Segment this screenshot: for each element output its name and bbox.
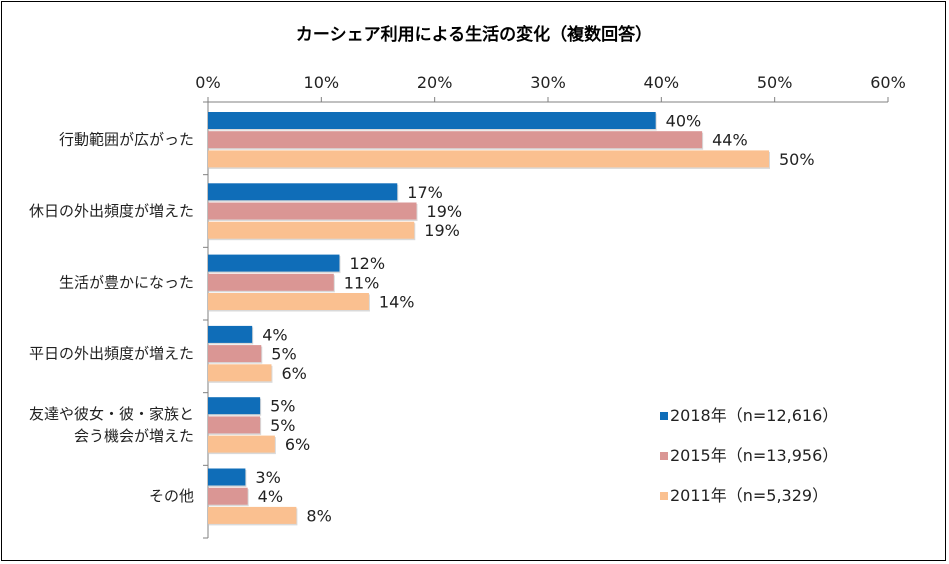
bar xyxy=(208,112,656,129)
legend-label: 2015年（n=13,956） xyxy=(670,446,838,465)
bar xyxy=(208,364,272,382)
value-label: 4% xyxy=(258,487,283,506)
x-tick-label: 50% xyxy=(757,73,793,92)
value-label: 14% xyxy=(379,293,415,312)
value-label: 8% xyxy=(306,506,331,525)
value-label: 5% xyxy=(271,345,296,364)
value-label: 5% xyxy=(270,397,295,416)
bar xyxy=(208,487,248,505)
category-label: 平日の外出頻度が増えた xyxy=(29,345,194,363)
legend-swatch xyxy=(660,452,668,460)
bar xyxy=(208,325,253,343)
bars xyxy=(208,112,770,526)
bar xyxy=(208,131,703,149)
value-label: 5% xyxy=(270,416,295,435)
bar xyxy=(208,183,398,201)
value-label: 4% xyxy=(262,325,287,344)
bar xyxy=(208,506,297,524)
bar xyxy=(208,397,261,415)
bar xyxy=(208,273,334,291)
legend: 2018年（n=12,616） 2015年（n=13,956） 2011年（n=5,… xyxy=(660,406,838,505)
bar xyxy=(208,293,369,310)
x-tick-label: 0% xyxy=(195,73,220,92)
bar xyxy=(208,435,275,453)
value-label: 11% xyxy=(344,273,380,292)
category-label: 休日の外出頻度が増えた xyxy=(29,202,194,220)
category-label: 会う機会が増えた xyxy=(74,427,194,445)
value-label: 6% xyxy=(281,364,306,383)
x-tick-label: 10% xyxy=(304,73,340,92)
legend-label: 2018年（n=12,616） xyxy=(670,406,838,425)
value-label: 19% xyxy=(427,202,463,221)
bar xyxy=(208,468,246,486)
chart-title: カーシェア利用による生活の変化（複数回答） xyxy=(296,24,652,45)
value-label: 40% xyxy=(666,112,702,131)
axes: 0% 10% 20% 30% 40% 50% 60% 行動範囲が広がった休日の外出頻度が増えた… xyxy=(29,73,906,539)
x-tick-label: 40% xyxy=(644,73,680,92)
bar xyxy=(208,254,340,272)
legend-swatch xyxy=(660,412,668,420)
bar xyxy=(208,202,417,220)
bar xyxy=(208,221,415,239)
value-label: 50% xyxy=(779,150,815,169)
bar xyxy=(208,150,769,168)
bar xyxy=(208,416,261,434)
bar xyxy=(208,345,262,363)
category-label: 友達や彼女・彼・家族と xyxy=(29,405,194,423)
x-tick-label: 60% xyxy=(870,73,906,92)
value-label: 19% xyxy=(424,221,460,240)
value-label: 12% xyxy=(349,254,385,273)
x-tick-label: 30% xyxy=(530,73,566,92)
value-label: 6% xyxy=(285,435,310,454)
value-label: 17% xyxy=(407,183,443,202)
value-label: 44% xyxy=(712,131,748,150)
value-labels: 40%17%12%4%5%3%44%19%11%5%5%4%50%19%14%6… xyxy=(255,112,814,526)
legend-swatch xyxy=(660,492,668,500)
category-label: その他 xyxy=(149,487,194,505)
category-label: 行動範囲が広がった xyxy=(59,131,194,149)
category-label: 生活が豊かになった xyxy=(59,273,194,291)
legend-label: 2011年（n=5,329） xyxy=(670,486,828,505)
value-label: 3% xyxy=(255,468,280,487)
x-tick-label: 20% xyxy=(417,73,453,92)
